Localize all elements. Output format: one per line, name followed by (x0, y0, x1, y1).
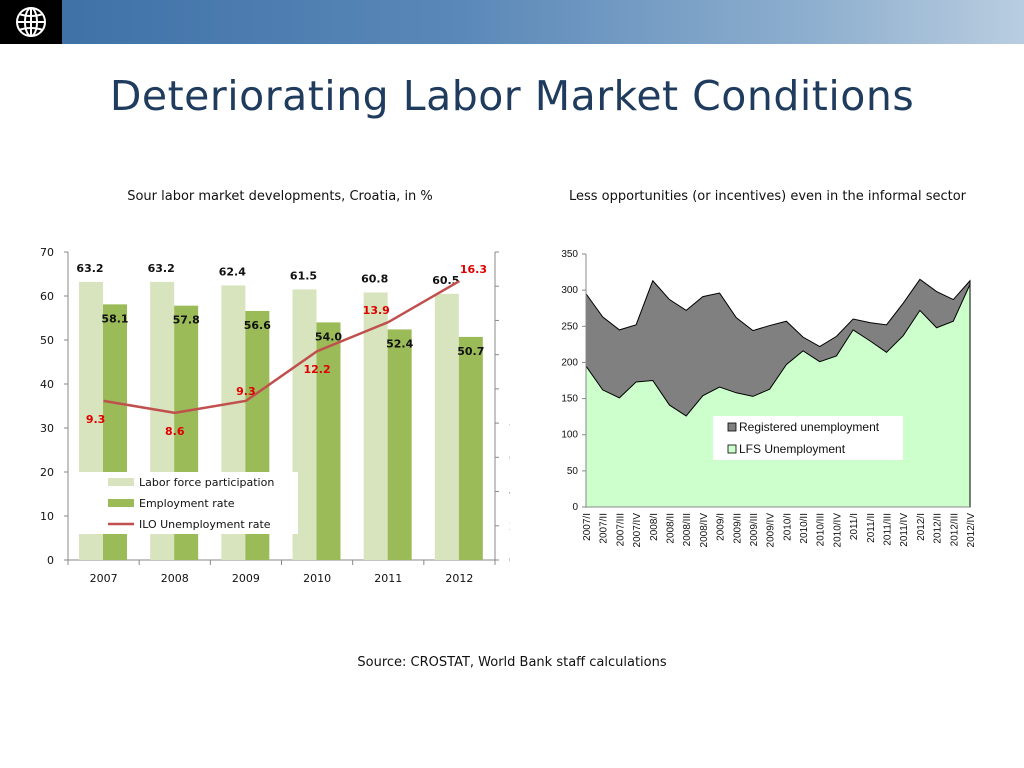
area-x-tick-label: 2008/IV (699, 513, 710, 548)
x-axis-tick-label: 2009 (232, 572, 260, 585)
registered-unemployment-area (585, 278, 971, 508)
area-x-tick-label: 2012/I (916, 513, 927, 541)
area-x-tick-label: 2009/III (749, 513, 760, 546)
source-note: Source: CROSTAT, World Bank staff calcul… (357, 655, 667, 670)
area-x-tick-label: 2007/IV (632, 513, 643, 548)
employment-label: 57.8 (173, 314, 200, 327)
unemployment-label: 9.3 (86, 413, 106, 426)
legend-label-lfs: LFS Unemployment (739, 442, 846, 456)
area-x-tick-label: 2011/IV (899, 513, 910, 547)
chart2-title: Less opportunities (or incentives) even … (568, 189, 967, 204)
x-axis-tick-label: 2010 (303, 572, 331, 585)
area-x-tick-label: 2010/III (816, 513, 827, 546)
unemployment-line (103, 280, 461, 415)
area-x-tick-label: 2011/I (849, 513, 860, 540)
right-axis-tick-label: 2 (509, 520, 510, 533)
unemployment-label: 13.9 (363, 304, 390, 317)
left-axis-tick-label: 20 (40, 466, 54, 479)
right-axis-tick-label: 16 (509, 280, 510, 293)
unemployment-label: 12.2 (304, 363, 331, 376)
employment-label: 56.6 (244, 319, 271, 332)
left-axis-tick-label: 10 (40, 510, 54, 523)
area-x-tick-label: 2010/II (799, 513, 810, 544)
area-y-tick-label: 350 (561, 249, 578, 260)
left-axis-tick-label: 50 (40, 334, 54, 347)
x-axis-tick-label: 2012 (445, 572, 473, 585)
area-y-tick-label: 200 (561, 357, 578, 368)
employment-label: 52.4 (386, 337, 413, 350)
area-x-tick-label: 2012/II (933, 513, 944, 544)
chart2-legend (713, 416, 903, 460)
legend-swatch-labor-force (108, 478, 134, 486)
labor-force-bar (363, 292, 388, 560)
area-x-tick-label: 2007/II (599, 513, 610, 544)
area-x-tick-label: 2009/IV (766, 513, 777, 548)
area-x-tick-label: 2012/III (949, 513, 960, 546)
area-x-tick-label: 2009/II (732, 513, 743, 544)
unemployment-label: 16.3 (460, 263, 487, 276)
unemployment-label: 8.6 (165, 425, 185, 438)
labor-force-label: 61.5 (290, 269, 317, 282)
x-axis-tick-label: 2007 (90, 572, 118, 585)
labor-force-label: 60.8 (361, 272, 388, 285)
legend-label-unemployment: ILO Unemployment rate (139, 518, 271, 531)
page-title: Deteriorating Labor Market Conditions (109, 72, 915, 120)
labor-force-bar (434, 293, 459, 560)
area-x-tick-label: 2011/II (866, 513, 877, 543)
area-y-tick-label: 50 (567, 466, 579, 477)
left-axis-tick-label: 60 (40, 290, 54, 303)
area-x-tick-label: 2008/III (682, 513, 693, 546)
legend-label-labor-force: Labor force participation (139, 476, 274, 489)
left-axis-tick-label: 0 (47, 554, 54, 567)
area-x-tick-label: 2012/IV (966, 513, 977, 548)
header-bar (0, 0, 1024, 44)
area-y-tick-label: 0 (572, 502, 578, 513)
unemployment-label: 9.3 (236, 385, 256, 398)
legend-swatch-employment (108, 499, 134, 507)
area-y-tick-label: 150 (561, 394, 578, 405)
area-x-tick-label: 2009/I (716, 513, 727, 541)
right-axis-tick-label: 4 (509, 486, 510, 499)
legend-label-registered: Registered unemployment (739, 420, 880, 434)
area-x-tick-label: 2008/II (665, 513, 676, 544)
legend-swatch-registered (727, 422, 737, 432)
legend-label-employment: Employment rate (139, 497, 235, 510)
x-axis-tick-label: 2011 (374, 572, 402, 585)
area-x-tick-label: 2007/I (582, 513, 593, 541)
world-bank-logo (0, 0, 62, 44)
chart1-title: Sour labor market developments, Croatia,… (127, 189, 433, 204)
area-y-tick-label: 300 (561, 285, 578, 296)
employment-label: 50.7 (457, 345, 484, 358)
employment-bar (387, 329, 412, 560)
left-axis-tick-label: 40 (40, 378, 54, 391)
area-x-tick-label: 2010/I (782, 513, 793, 541)
employment-label: 58.1 (101, 312, 128, 325)
right-axis-tick-label: 12 (509, 349, 510, 362)
right-axis-tick-label: 8 (509, 417, 510, 430)
right-axis-tick-label: 10 (509, 383, 510, 396)
labor-force-label: 60.5 (432, 274, 459, 287)
x-axis-tick-label: 2008 (161, 572, 189, 585)
labor-force-label: 63.2 (148, 262, 175, 275)
area-x-tick-label: 2008/I (649, 513, 660, 541)
labor-market-chart: 0 10 20 30 40 50 60 70 0 2 4 6 8 10 12 14 16 18 63.2 58.1 20… (40, 246, 510, 585)
employment-bar (316, 322, 341, 560)
lfs-unemployment-area (585, 284, 971, 508)
area-y-tick-label: 250 (561, 321, 578, 332)
area-x-tick-label: 2007/III (615, 513, 626, 546)
employment-bar (458, 336, 483, 560)
area-y-tick-label: 100 (561, 430, 578, 441)
area-x-tick-label: 2011/III (883, 513, 894, 546)
right-axis-tick-label: 6 (509, 451, 510, 464)
left-axis-tick-label: 30 (40, 422, 54, 435)
area-x-tick-label: 2010/IV (832, 513, 843, 548)
right-axis-tick-label: 14 (509, 314, 510, 327)
right-axis-tick-label: 0 (509, 554, 510, 567)
right-axis-tick-label: 18 (509, 246, 510, 259)
employment-label: 54.0 (315, 330, 342, 343)
labor-force-label: 63.2 (76, 262, 103, 275)
legend-swatch-lfs (727, 444, 737, 454)
labor-force-label: 62.4 (219, 265, 246, 278)
left-axis-tick-label: 70 (40, 246, 54, 259)
